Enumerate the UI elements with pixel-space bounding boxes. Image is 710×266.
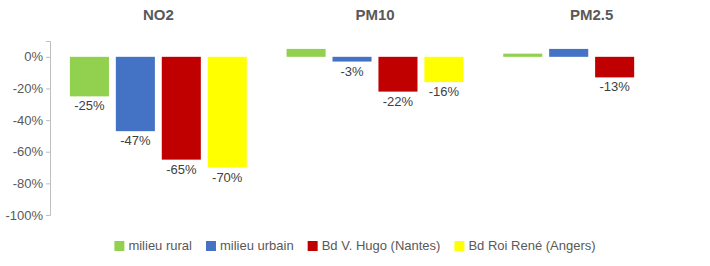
y-tick-label: -20% bbox=[13, 81, 44, 96]
x-tick-label: NO2 bbox=[143, 6, 174, 23]
data-label: -3% bbox=[340, 64, 364, 79]
legend-swatch bbox=[114, 241, 124, 251]
x-tick: PM10 bbox=[355, 6, 394, 23]
x-axis: NO2 PM10 PM2.5 bbox=[143, 6, 613, 23]
x-tick-label: PM2.5 bbox=[570, 6, 613, 23]
legend-item: Bd Roi René (Angers) bbox=[454, 238, 595, 253]
y-tick: -100% bbox=[5, 208, 50, 223]
bar bbox=[549, 49, 588, 57]
legend-swatch bbox=[308, 241, 318, 251]
bar bbox=[595, 57, 634, 78]
chart: 0%-20%-40%-60%-80%-100%NO2PM10PM2.5-25%-… bbox=[0, 0, 710, 266]
bar bbox=[70, 57, 109, 97]
y-tick-mark bbox=[46, 215, 50, 216]
bar bbox=[333, 57, 372, 62]
legend-label: milieu rural bbox=[128, 238, 192, 253]
legend-item: Bd V. Hugo (Nantes) bbox=[308, 238, 441, 253]
y-tick-label: -40% bbox=[13, 113, 44, 128]
x-tick: PM2.5 bbox=[570, 6, 613, 23]
y-axis: 0% -20% -40% -60% -80% -100% bbox=[5, 42, 50, 223]
bar bbox=[208, 57, 247, 168]
data-label: -47% bbox=[120, 133, 151, 148]
legend-label: milieu urbain bbox=[220, 238, 294, 253]
y-tick-label: -100% bbox=[5, 208, 43, 223]
y-tick: -80% bbox=[13, 176, 50, 191]
data-label: -13% bbox=[599, 79, 630, 94]
data-label: -25% bbox=[74, 98, 105, 113]
data-label: -65% bbox=[166, 162, 197, 177]
y-tick-mark bbox=[46, 183, 50, 184]
bar bbox=[503, 54, 542, 57]
y-tick-mark bbox=[46, 120, 50, 121]
legend-item: milieu rural bbox=[114, 238, 192, 253]
legend-item: milieu urbain bbox=[206, 238, 294, 253]
legend-label: Bd V. Hugo (Nantes) bbox=[322, 238, 441, 253]
y-tick-label: -60% bbox=[13, 144, 44, 159]
data-label: -16% bbox=[429, 84, 460, 99]
y-tick-label: 0% bbox=[24, 49, 43, 64]
y-axis-line bbox=[46, 42, 51, 216]
bar bbox=[378, 57, 417, 92]
bar bbox=[287, 49, 326, 57]
y-tick: -40% bbox=[13, 113, 50, 128]
bar bbox=[162, 57, 201, 160]
data-labels: -25% -47% -3% -65% -22% -13% -70% -16% bbox=[74, 64, 630, 185]
legend-swatch bbox=[206, 241, 216, 251]
legend-label: Bd Roi René (Angers) bbox=[468, 238, 595, 253]
y-tick: 0% bbox=[24, 49, 50, 64]
y-tick: -20% bbox=[13, 81, 50, 96]
bar bbox=[116, 57, 155, 131]
y-tick-mark bbox=[46, 152, 50, 153]
legend: milieu rural milieu urbain Bd V. Hugo (Nan… bbox=[114, 238, 595, 253]
plot: 0%-20%-40%-60%-80%-100%NO2PM10PM2.5-25%-… bbox=[5, 6, 634, 223]
data-label: -70% bbox=[212, 170, 243, 185]
x-tick-label: PM10 bbox=[355, 6, 394, 23]
y-tick-mark bbox=[46, 88, 50, 89]
bars bbox=[70, 49, 634, 168]
y-tick: -60% bbox=[13, 144, 50, 159]
legend-swatch bbox=[454, 241, 464, 251]
y-tick-mark bbox=[46, 57, 50, 58]
data-label: -22% bbox=[383, 94, 414, 109]
x-tick: NO2 bbox=[143, 6, 174, 23]
bar bbox=[424, 57, 463, 82]
y-tick-label: -80% bbox=[13, 176, 44, 191]
